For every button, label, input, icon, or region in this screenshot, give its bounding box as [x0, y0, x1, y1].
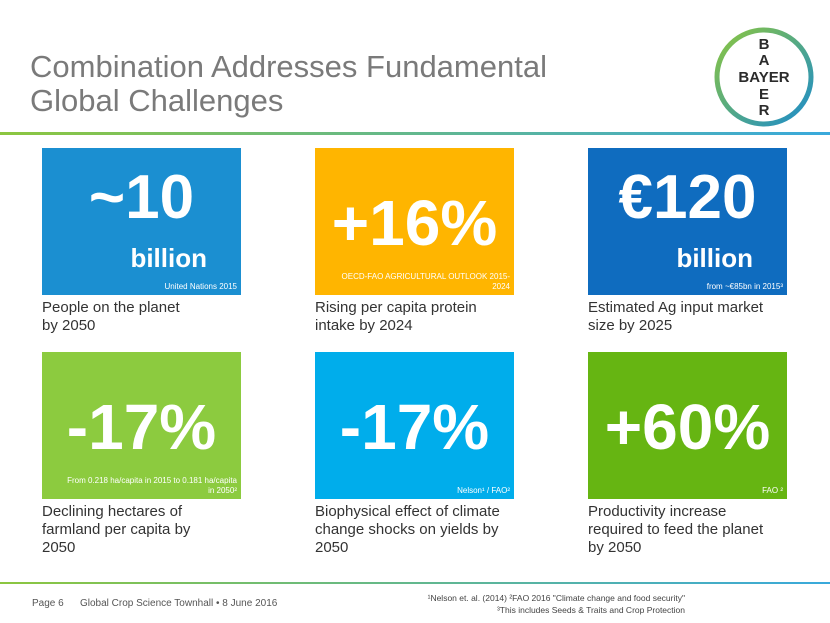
- logo-ring: [714, 27, 814, 127]
- divider: [0, 132, 830, 135]
- caption-line: farmland per capita by: [42, 521, 191, 538]
- event: Global Crop Science Townhall • 8 June 20…: [80, 598, 278, 609]
- tile-figure: -17%: [339, 391, 490, 463]
- tile-source: FAO ²: [762, 486, 783, 495]
- caption: Rising per capita protein intake by 2024: [315, 299, 555, 335]
- tile-figure: ~10: [88, 163, 195, 232]
- tile-source: From 0.218 ha/capita in 2015 to 0.181 ha…: [67, 476, 237, 495]
- caption-line: Estimated Ag input market: [588, 299, 764, 316]
- caption: Declining hectares of farmland per capita…: [42, 503, 282, 557]
- tile-unit: billion: [676, 243, 753, 273]
- tile: €120 billion from ~€85bn in 2015³: [588, 148, 787, 295]
- tile: -17% Nelson¹ / FAO²: [315, 352, 514, 499]
- tile-unit: billion: [130, 243, 207, 273]
- logo-text: BAYER: [738, 69, 789, 86]
- logo: BAYER B A E R: [714, 27, 814, 127]
- tile-figure: -17%: [66, 391, 217, 463]
- page-number: Page 6: [32, 598, 64, 609]
- caption-line: 2050: [42, 539, 76, 556]
- tile-source: Nelson¹ / FAO²: [457, 486, 510, 495]
- caption-line: change shocks on yields by: [315, 521, 499, 538]
- tile-figure: +60%: [604, 391, 771, 463]
- logo-letter: E: [759, 86, 769, 103]
- title: Combination Addresses Fundamental Global…: [30, 50, 547, 118]
- title-line: Combination Addresses Fundamental: [30, 49, 547, 84]
- caption: Productivity increase required to feed th…: [588, 503, 828, 557]
- caption: People on the planet by 2050: [42, 299, 282, 335]
- caption: Estimated Ag input market size by 2025: [588, 299, 828, 335]
- footnote: ³This includes Seeds & Traits and Crop P…: [496, 605, 685, 615]
- footnote: ¹Nelson et. al. (2014) ²FAO 2016 "Climat…: [427, 593, 685, 603]
- caption: Biophysical effect of climate change shoc…: [315, 503, 555, 557]
- tile: -17% From 0.218 ha/capita in 2015 to 0.18…: [42, 352, 241, 499]
- title-line: Global Challenges: [30, 83, 284, 118]
- divider: [0, 582, 830, 584]
- logo-letter: R: [759, 102, 770, 119]
- tile: ~10 billion United Nations 2015: [42, 148, 241, 295]
- caption-line: by 2050: [588, 539, 642, 556]
- caption-line: Biophysical effect of climate: [315, 503, 500, 520]
- caption-line: People on the planet: [42, 299, 180, 316]
- caption-line: Productivity increase: [588, 503, 727, 520]
- caption-line: size by 2025: [588, 317, 673, 334]
- tile: +16% OECD-FAO AGRICULTURAL OUTLOOK 2015-2…: [315, 148, 514, 295]
- tile-figure: €120: [618, 163, 757, 232]
- tile-source: OECD-FAO AGRICULTURAL OUTLOOK 2015-2024: [341, 272, 510, 291]
- tile: +60% FAO ²: [588, 352, 787, 499]
- caption-line: intake by 2024: [315, 317, 413, 334]
- logo-letter: B: [759, 36, 770, 53]
- caption-line: required to feed the planet: [588, 521, 764, 538]
- tile-source: United Nations 2015: [164, 282, 238, 291]
- logo-letter: A: [759, 52, 770, 69]
- caption-line: by 2050: [42, 317, 96, 334]
- caption-line: Rising per capita protein: [315, 299, 477, 316]
- caption-line: 2050: [315, 539, 349, 556]
- caption-line: Declining hectares of: [42, 503, 183, 520]
- tile-figure: +16%: [331, 187, 498, 259]
- tile-source: from ~€85bn in 2015³: [706, 282, 783, 291]
